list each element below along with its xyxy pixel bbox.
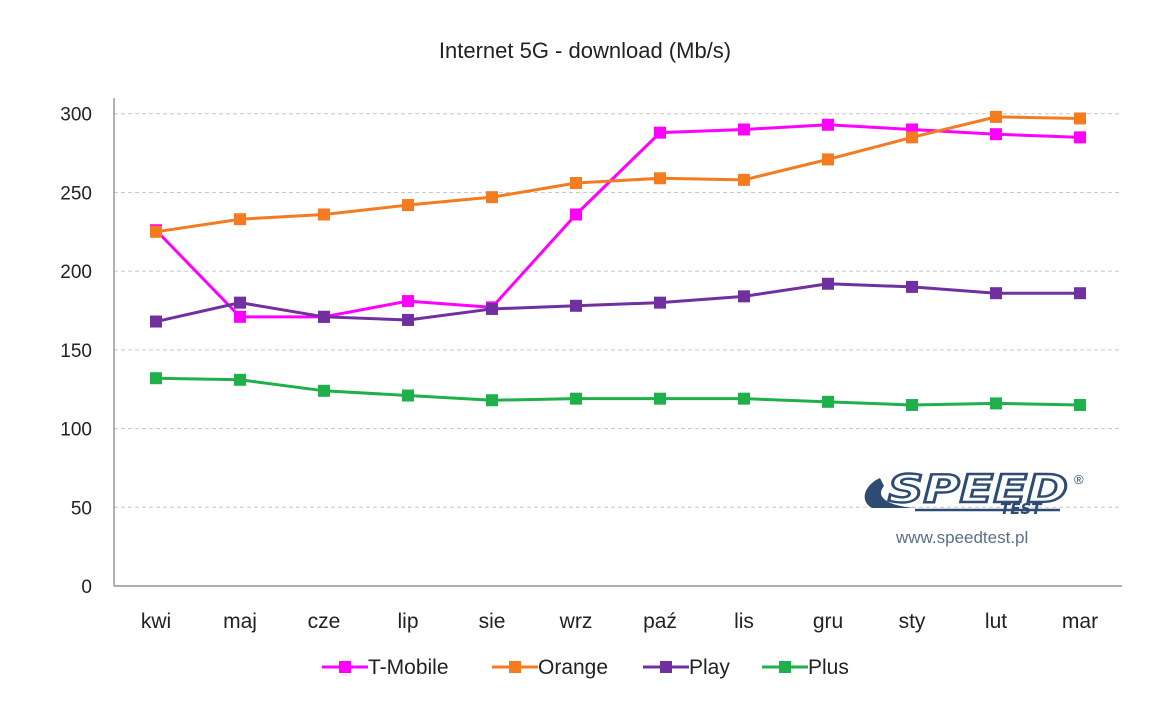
y-tick-label: 150 [60,341,92,362]
data-point [822,153,834,166]
series-t-mobile [150,118,1086,323]
data-point [570,392,582,405]
series-line [155,282,1080,323]
data-point [822,395,834,408]
registered-mark: ® [1074,472,1084,487]
data-point [1074,398,1086,411]
x-tick-label: sty [899,610,926,633]
speedtest-logo-word: SPEED [888,467,1068,511]
legend-item: Orange [492,656,608,679]
data-point [234,296,246,309]
data-point [402,199,414,212]
x-tick-label: lis [734,610,754,633]
legend-marker [339,661,351,673]
data-point [150,372,162,385]
y-tick-label: 300 [60,105,92,126]
series-line [154,123,1081,319]
grid-lines [114,113,1122,508]
speedtest-logo-swoosh [864,478,915,508]
speedtest-url: www.speedtest.pl [895,528,1028,547]
data-point [486,302,498,315]
series-line [155,115,1081,234]
data-point [318,384,330,397]
data-point [234,373,246,386]
data-point [906,398,918,411]
data-point [738,123,750,136]
series-orange [150,110,1086,238]
x-tick-label: cze [308,610,341,633]
data-point [990,287,1002,300]
data-point [738,173,750,186]
legend-label: Play [689,656,730,679]
x-tick-label: paź [643,610,677,633]
data-point [822,277,834,290]
data-point [570,299,582,312]
speedtest-logo-sub: TEST [1000,500,1043,518]
data-point [990,397,1002,410]
series-plus [150,372,1086,411]
y-tick-label: 100 [60,420,92,441]
data-point [486,394,498,407]
data-point [150,225,162,238]
data-point [570,177,582,190]
data-point [654,392,666,405]
series-lines [150,110,1086,411]
data-point [654,126,666,139]
legend-marker [509,661,521,673]
legend-marker [660,661,672,673]
x-tick-label: sie [479,610,506,633]
legend-label: Orange [538,656,608,679]
x-tick-label: kwi [141,610,171,633]
data-point [402,313,414,326]
x-tick-label: lip [397,610,418,633]
legend-item: Plus [762,656,849,679]
data-point [318,208,330,221]
data-point [402,295,414,308]
data-point [906,280,918,293]
data-point [654,296,666,309]
data-point [486,191,498,204]
data-point [402,389,414,402]
data-point [1074,287,1086,300]
data-point [150,315,162,328]
data-point [234,310,246,323]
legend-item: T-Mobile [322,656,449,679]
y-tick-label: 0 [81,577,92,598]
series-play [150,277,1086,328]
series-line [155,376,1081,407]
data-point [570,208,582,221]
data-point [318,310,330,323]
data-point [654,172,666,185]
speedtest-watermark: SPEED TEST ® www.speedtest.pl [864,466,1084,547]
data-point [990,110,1002,123]
y-tick-label: 50 [71,498,92,519]
data-point [822,118,834,131]
x-tick-label: maj [223,610,257,633]
y-tick-label: 200 [60,262,92,283]
y-tick-label: 250 [60,183,92,204]
x-tick-label: lut [985,610,1007,633]
x-tick-label: wrz [559,610,593,633]
data-point [1074,112,1086,125]
data-point [738,392,750,405]
legend-label: T-Mobile [368,656,449,679]
legend-item: Play [643,656,730,679]
data-point [990,128,1002,141]
data-point [906,131,918,144]
x-tick-label: gru [813,610,843,633]
data-point [1074,131,1086,144]
chart-title: Internet 5G - download (Mb/s) [439,38,731,63]
legend-marker [779,661,791,673]
x-tick-label: mar [1062,610,1098,633]
legend-label: Plus [808,656,849,679]
axes: 0 50 100 150 200 250 300 kwi maj cze lip sie wrz paź l… [60,98,1122,633]
data-point [738,290,750,303]
legend: T-Mobile Orange Play Plus [322,656,849,679]
data-point [234,213,246,226]
